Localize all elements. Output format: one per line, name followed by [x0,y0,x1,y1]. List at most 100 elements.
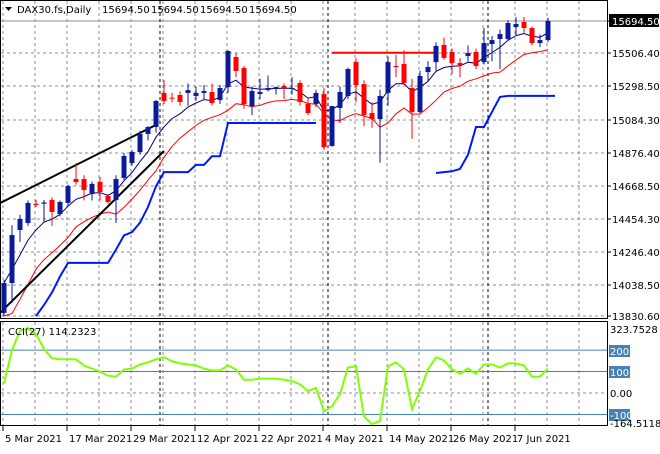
candle[interactable] [81,175,87,201]
step-line [35,94,555,317]
candle[interactable] [385,56,391,106]
candle[interactable] [41,199,47,222]
candle[interactable] [513,16,519,36]
candle[interactable] [473,48,479,70]
date-tick-label: 29 Mar 2021 [133,434,196,445]
date-tick-label: 26 May 2021 [453,434,518,445]
candle[interactable] [281,83,287,100]
candle[interactable] [201,85,207,100]
candle[interactable] [337,86,343,124]
candle[interactable] [17,214,23,243]
candle[interactable] [409,78,415,139]
candle[interactable] [417,70,423,114]
candle[interactable] [393,54,399,78]
candle[interactable] [249,86,255,116]
candle[interactable] [241,66,247,109]
candle[interactable] [25,200,31,226]
candle[interactable] [345,67,351,100]
candle[interactable] [177,91,183,106]
candle[interactable] [145,126,151,141]
candle[interactable] [9,225,15,303]
candle[interactable] [465,45,471,62]
candle[interactable] [217,85,223,105]
candle[interactable] [73,163,79,185]
candle[interactable] [289,77,295,95]
candle-body [537,40,543,44]
price-tick-label: 14454.30 [612,215,660,226]
candle[interactable] [193,86,199,101]
candle[interactable] [273,86,279,95]
candle-body [113,179,119,200]
candle[interactable] [321,88,327,150]
triangle-down-icon[interactable] [5,7,12,11]
candle[interactable] [361,80,367,127]
candle[interactable] [257,78,263,100]
candle-body [441,44,447,58]
candle[interactable] [449,48,455,74]
candle-body [481,43,487,63]
candle[interactable] [113,175,119,224]
candle[interactable] [297,80,303,106]
price-chart[interactable] [0,1,555,318]
candle[interactable] [457,58,463,78]
candle[interactable] [529,26,535,46]
candle[interactable] [521,16,527,33]
candle[interactable] [225,50,231,93]
candle[interactable] [57,200,63,217]
candle[interactable] [121,153,127,180]
cci-axis: 323.7528 200 100 0.00 -100-164.5118 [609,325,660,430]
candle[interactable] [33,199,39,207]
candle-body [321,94,327,148]
candle[interactable] [89,181,95,201]
candle-body [33,203,39,205]
price-tick-label: 14876.40 [612,149,660,160]
candle[interactable] [425,61,431,82]
cci-tick-label: 100 [610,368,629,379]
candle-body [521,22,527,29]
current-price-box [609,14,659,27]
candle[interactable] [369,102,375,128]
slow-ma-line [3,49,549,317]
main-frame [0,0,608,319]
candle[interactable] [153,100,159,133]
candle-body [217,88,223,101]
candle[interactable] [209,83,215,106]
cci-level-box [609,345,630,357]
cci-panel[interactable] [1,322,607,426]
candle[interactable] [137,130,143,155]
candle[interactable] [433,42,439,71]
candle[interactable] [1,279,7,317]
candle[interactable] [481,28,487,65]
candle[interactable] [353,58,359,103]
candle-body [169,97,175,99]
candle-body [241,67,247,105]
candle[interactable] [97,176,103,201]
ohlc-low: 15694.50 [200,5,248,16]
candle[interactable] [169,92,175,103]
cci-line [3,327,549,426]
candle[interactable] [161,80,167,105]
candle[interactable] [497,29,503,70]
candle[interactable] [65,184,71,206]
trendline[interactable] [0,150,165,314]
candle[interactable] [105,194,111,204]
candle[interactable] [329,105,335,147]
price-tick-label: 13830.60 [612,312,660,323]
trendline[interactable] [0,124,157,204]
candle[interactable] [265,75,271,92]
candle[interactable] [129,149,135,166]
candle[interactable] [441,37,447,60]
candle[interactable] [537,34,543,48]
candle[interactable] [489,35,495,62]
candle-body [433,45,439,63]
candle[interactable] [313,89,319,108]
candle[interactable] [49,197,55,226]
candle[interactable] [401,50,407,86]
candle[interactable] [233,53,239,78]
candle[interactable] [377,89,383,163]
candle[interactable] [305,97,311,116]
candle[interactable] [505,20,511,41]
candle[interactable] [545,17,551,43]
candle[interactable] [185,83,191,106]
